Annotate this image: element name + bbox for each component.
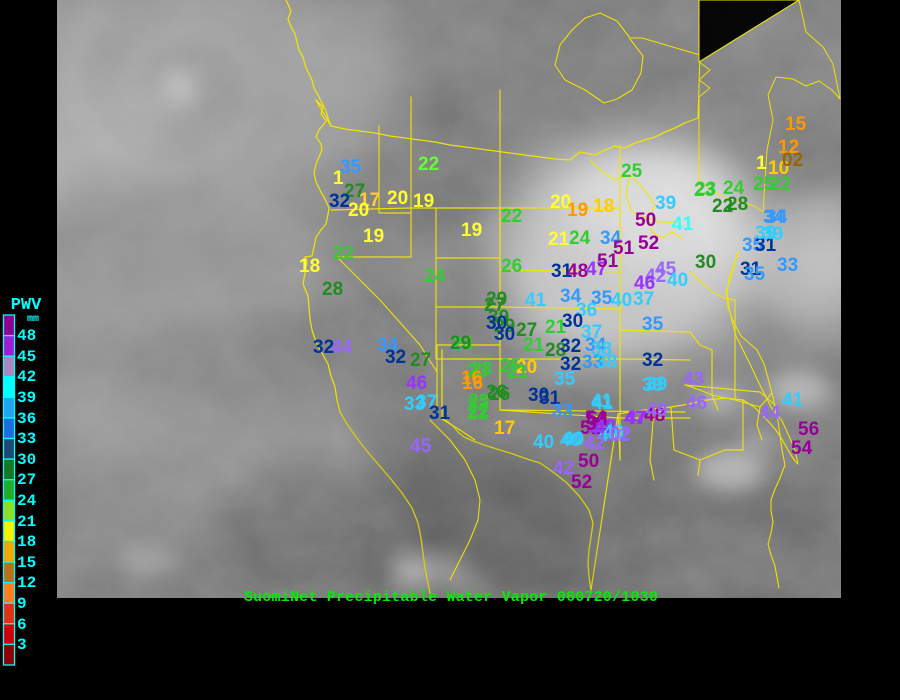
svg-text:41: 41 xyxy=(672,214,694,235)
svg-text:32: 32 xyxy=(385,347,406,368)
svg-text:9: 9 xyxy=(17,595,27,613)
svg-text:45: 45 xyxy=(17,348,36,366)
svg-text:52: 52 xyxy=(571,472,592,493)
svg-text:39: 39 xyxy=(755,223,776,244)
svg-text:22: 22 xyxy=(418,154,439,175)
svg-text:50: 50 xyxy=(578,451,599,472)
svg-text:19: 19 xyxy=(567,200,588,221)
svg-text:30: 30 xyxy=(486,313,507,334)
svg-text:41: 41 xyxy=(782,390,804,411)
svg-text:12: 12 xyxy=(17,574,36,592)
svg-text:24: 24 xyxy=(17,492,37,510)
svg-text:15: 15 xyxy=(785,114,807,135)
svg-text:02: 02 xyxy=(782,150,803,171)
svg-text:40: 40 xyxy=(667,270,688,291)
svg-text:mm: mm xyxy=(27,314,39,325)
svg-text:38: 38 xyxy=(596,352,617,373)
svg-text:18: 18 xyxy=(17,533,36,551)
svg-text:25: 25 xyxy=(621,161,643,182)
svg-text:24: 24 xyxy=(424,266,446,287)
svg-text:PWV: PWV xyxy=(11,296,42,315)
svg-text:48: 48 xyxy=(17,327,36,345)
svg-text:21: 21 xyxy=(507,362,529,383)
svg-text:35: 35 xyxy=(642,314,664,335)
svg-text:27: 27 xyxy=(410,350,431,371)
svg-text:22: 22 xyxy=(333,243,354,264)
svg-text:42: 42 xyxy=(17,368,36,386)
svg-text:30: 30 xyxy=(17,451,36,469)
svg-text:16: 16 xyxy=(461,368,482,389)
svg-text:02: 02 xyxy=(610,424,631,445)
svg-text:39: 39 xyxy=(646,374,667,395)
svg-text:21: 21 xyxy=(523,335,545,356)
svg-text:45: 45 xyxy=(410,436,432,457)
svg-text:33: 33 xyxy=(777,255,798,276)
svg-text:21: 21 xyxy=(548,229,570,250)
svg-text:36: 36 xyxy=(17,410,36,428)
svg-text:24: 24 xyxy=(569,228,591,249)
svg-text:37: 37 xyxy=(633,289,654,310)
svg-text:40: 40 xyxy=(533,432,554,453)
svg-text:6: 6 xyxy=(17,616,27,634)
svg-text:18: 18 xyxy=(593,196,614,217)
svg-text:52: 52 xyxy=(638,233,659,254)
svg-text:29: 29 xyxy=(450,333,471,354)
svg-text:28: 28 xyxy=(727,194,748,215)
svg-text:26: 26 xyxy=(501,256,522,277)
svg-text:39: 39 xyxy=(655,193,676,214)
svg-text:43: 43 xyxy=(683,369,704,390)
svg-text:17: 17 xyxy=(494,418,515,439)
svg-text:56: 56 xyxy=(798,419,819,440)
svg-text:22: 22 xyxy=(501,206,522,227)
svg-text:46: 46 xyxy=(686,393,707,414)
svg-text:49: 49 xyxy=(646,400,667,421)
svg-text:33: 33 xyxy=(552,401,573,422)
svg-text:19: 19 xyxy=(363,226,384,247)
svg-text:30: 30 xyxy=(695,252,716,273)
svg-text:26: 26 xyxy=(486,382,507,403)
svg-text:48: 48 xyxy=(567,261,588,282)
svg-text:30: 30 xyxy=(562,311,583,332)
svg-text:22: 22 xyxy=(468,401,489,422)
svg-text:40: 40 xyxy=(611,290,632,311)
svg-text:39: 39 xyxy=(17,389,36,407)
svg-text:31: 31 xyxy=(429,403,451,424)
svg-text:41: 41 xyxy=(525,290,547,311)
svg-text:21: 21 xyxy=(17,513,36,531)
svg-text:32: 32 xyxy=(642,350,663,371)
svg-text:51: 51 xyxy=(597,251,619,272)
svg-text:28: 28 xyxy=(322,279,343,300)
svg-text:35: 35 xyxy=(554,369,576,390)
svg-text:20: 20 xyxy=(348,200,369,221)
svg-text:1: 1 xyxy=(333,168,344,189)
svg-text:44: 44 xyxy=(331,337,353,358)
svg-text:19: 19 xyxy=(413,191,434,212)
svg-text:46: 46 xyxy=(406,373,427,394)
svg-text:27: 27 xyxy=(17,471,36,489)
svg-text:50: 50 xyxy=(635,210,656,231)
svg-text:15: 15 xyxy=(17,554,36,572)
svg-text:22: 22 xyxy=(770,174,791,195)
svg-text:54: 54 xyxy=(791,438,813,459)
svg-text:32: 32 xyxy=(329,191,350,212)
svg-text:40: 40 xyxy=(563,429,584,450)
svg-text:18: 18 xyxy=(299,256,320,277)
svg-text:44: 44 xyxy=(759,403,781,424)
svg-text:35: 35 xyxy=(744,264,766,285)
svg-text:1: 1 xyxy=(756,153,767,174)
svg-text:19: 19 xyxy=(461,220,482,241)
svg-text:3: 3 xyxy=(17,636,27,654)
svg-text:SuomiNet Precipitable Water Va: SuomiNet Precipitable Water Vapor 060720… xyxy=(244,589,658,606)
svg-text:20: 20 xyxy=(387,188,408,209)
svg-text:33: 33 xyxy=(17,430,36,448)
